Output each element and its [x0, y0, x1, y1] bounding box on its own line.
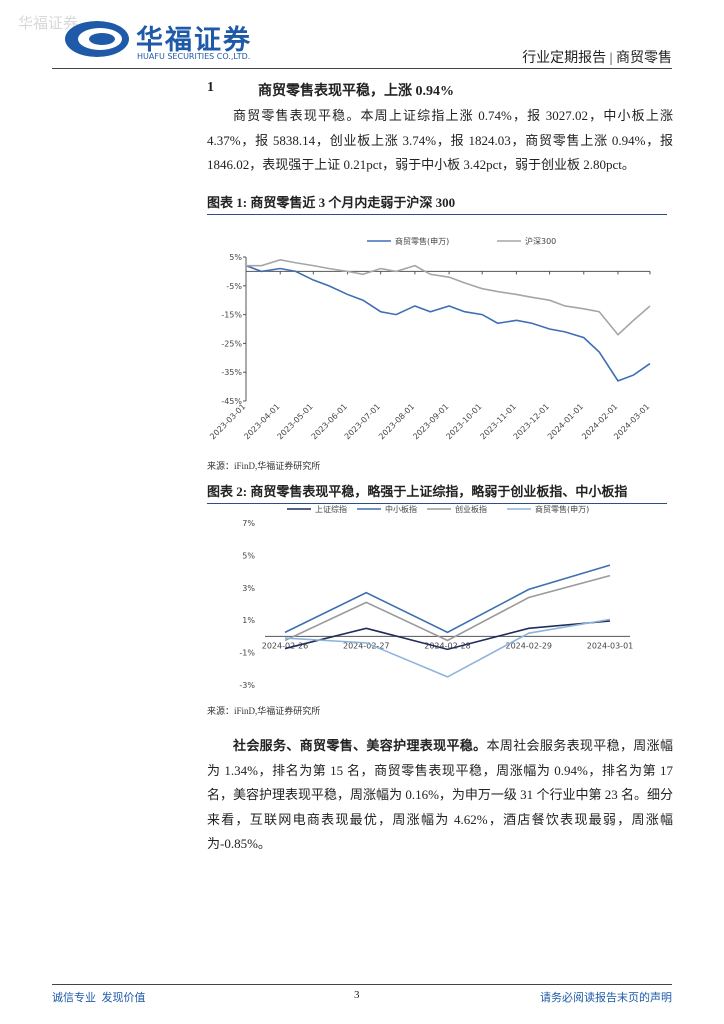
section-title: 商贸零售表现平稳，上涨 0.94% — [258, 84, 454, 99]
y-tick-label: -25% — [221, 339, 242, 348]
series-line — [284, 620, 611, 651]
lead: 社会服务、商贸零售、美容护理表现平稳。 — [233, 738, 487, 753]
x-tick-label: 2024-02-27 — [343, 641, 390, 650]
legend-label: 中小板指 — [385, 505, 417, 514]
legend-label: 商贸零售(申万) — [395, 236, 449, 246]
x-tick-label: 2024-02-26 — [262, 641, 309, 650]
series-line — [284, 564, 611, 634]
x-tick-label: 2024-03-01 — [587, 641, 634, 650]
y-tick-label: 7% — [242, 519, 255, 528]
series-line — [246, 259, 651, 336]
figure-label: 图表 2: — [207, 484, 248, 499]
watermark: 华福证券 — [18, 16, 79, 32]
y-tick-label: -1% — [239, 649, 255, 658]
y-tick-label: -3% — [239, 681, 255, 690]
logo-mark — [65, 21, 129, 57]
logo-text: 华福证券 — [136, 25, 252, 56]
y-tick-label: -45% — [221, 397, 242, 406]
figure-title: 图表 1: 商贸零售近 3 个月内走弱于沪深 300 — [207, 192, 667, 215]
series-line — [284, 618, 611, 678]
chart: 7% 5% 3% 1% -1% -3% 2024-02-26 2024-02-27 2024-0… — [239, 505, 634, 690]
source: 来源：iFinD,华福证券研究所 — [207, 461, 321, 471]
paragraph: 商贸零售表现平稳。本周上证综指上涨 0.74%，报 3027.02，中小板上涨 … — [207, 108, 673, 172]
y-tick-label: 5% — [229, 253, 242, 262]
series-line — [245, 264, 651, 382]
figure-caption: 商贸零售表现平稳，略强于上证综指，略弱于创业板指、中小板指 — [250, 484, 628, 499]
y-tick-label: -15% — [221, 311, 242, 320]
x-tick-label: 2024-02-29 — [506, 641, 553, 650]
paragraph-text: 本周社会服务表现平稳，周涨幅为 1.34%，排名为第 15 名，商贸零售表现平稳… — [207, 738, 673, 851]
chart: 5%-5%-15%-25%-35%-45%2023-03-012023-04-0… — [208, 236, 651, 441]
y-tick-label: 1% — [242, 616, 255, 625]
series-line — [284, 574, 611, 642]
page-number: 3 — [354, 989, 360, 1001]
x-tick-label: 2024-02-28 — [424, 641, 471, 650]
legend-label: 沪深300 — [525, 236, 556, 246]
y-tick-label: -5% — [226, 282, 242, 291]
header-rule — [52, 68, 672, 69]
figure-title: 图表 2: 商贸零售表现平稳，略强于上证综指，略弱于创业板指、中小板指 — [207, 481, 667, 504]
footer-right: 请务必阅读报告末页的声明 — [540, 992, 672, 1004]
footer-rule — [52, 984, 672, 985]
logo-en: HUAFU SECURITIES CO.,LTD. — [137, 52, 251, 61]
y-tick-label: 5% — [242, 551, 255, 560]
figure-caption: 商贸零售近 3 个月内走弱于沪深 300 — [250, 195, 456, 210]
y-tick-label: 3% — [242, 584, 255, 593]
y-tick-label: -35% — [221, 368, 242, 377]
figure-label: 图表 1: — [207, 195, 248, 210]
section-number: 1 — [207, 80, 214, 95]
paragraph: 社会服务、商贸零售、美容护理表现平稳。本周社会服务表现平稳，周涨幅为 1.34%… — [207, 734, 673, 857]
legend-label: 创业板指 — [455, 505, 487, 514]
legend-label: 上证综指 — [315, 505, 347, 514]
footer-left: 诚信专业 发现价值 — [52, 992, 146, 1004]
source: 来源：iFinD,华福证券研究所 — [207, 706, 321, 716]
legend-label: 商贸零售(申万) — [535, 505, 589, 514]
report-type: 行业定期报告 | 商贸零售 — [522, 51, 672, 66]
